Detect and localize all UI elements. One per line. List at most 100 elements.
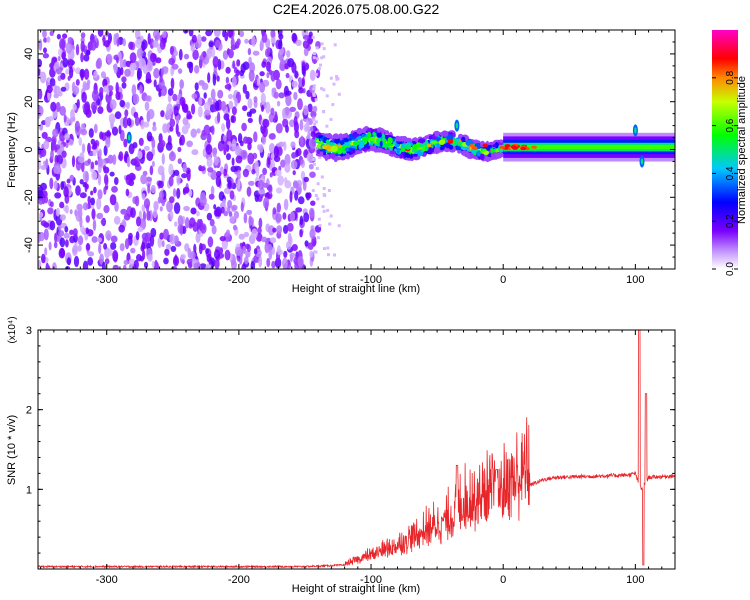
spectrogram-cell [62,33,68,39]
spectrogram-cell [47,90,51,101]
spectrogram-cell [286,222,294,232]
spectrogram-cell [134,116,140,127]
spectrogram-cell [201,82,209,91]
spectrogram-cell [109,247,113,257]
spectrogram-cell [210,169,217,181]
spectrogram-cell [168,151,176,162]
spectrogram-cell [262,125,268,138]
spectrogram-cell [188,61,194,74]
spectrogram-cell [64,133,70,141]
spectrogram-cell [60,86,67,92]
spectrogram-cell [247,98,253,109]
spectrogram-cell [424,135,430,139]
spectrogram-cell [297,196,305,205]
spectrogram-cell [352,141,360,146]
spectrogram-cell [190,128,197,138]
spectrogram-cell [120,67,124,76]
colorbar-tick-label: 0.0 [725,262,736,276]
spectrogram-cell [199,263,207,269]
spectrogram-cell [159,232,165,240]
spectrogram-cell [246,111,251,117]
spectrogram-cell [286,240,292,250]
spectrogram-cell [452,132,456,138]
spectrogram-cell [216,75,220,82]
spectrogram-cell [50,101,57,112]
spectrogram-cell [70,109,75,120]
spectrogram-cell [299,215,304,226]
spectrogram-cell [271,246,275,255]
spectrogram-cell [270,30,276,38]
spectrogram-cell [274,257,282,269]
spectrogram-cell [138,137,144,146]
spectrogram-cell [248,69,255,82]
chart-title: C2E4.2026.075.08.00.G22 [273,1,440,17]
spectrogram-cell [303,47,309,57]
spectrogram-cell [112,250,119,262]
spectrogram-cell [123,138,128,148]
spectrogram-cell [58,90,63,97]
spectrogram-cell [329,214,333,218]
spectrogram-cell [166,200,173,213]
spectrogram-cell [252,50,260,56]
spectrogram-cell [320,175,324,179]
spectrogram-cell [106,53,113,65]
spectrogram-cell [246,186,252,197]
spectrogram-cell [191,34,197,43]
spectrogram-cell [266,257,271,268]
spectrogram-cell [510,145,517,149]
spectrogram-cell [319,63,322,67]
spectrogram-cell [68,58,73,66]
spectrogram-cell [291,32,297,43]
spectrogram-cell [191,93,198,99]
spectrogram-cell [268,225,275,236]
spectrogram-cell [304,240,309,247]
spectrogram-cell [139,218,147,230]
spectrogram-cell [49,201,54,208]
spectrogram-cell [377,127,383,133]
spectrogram-cell [245,243,250,250]
spectrogram-cell [207,167,214,173]
spectrogram-cell [438,139,446,145]
spectrogram-cell [98,243,102,255]
spectrogram-cell [291,80,298,88]
spectrogram-cell [495,152,502,158]
spectrogram-cell [124,68,131,77]
spectrogram-cell [84,101,91,114]
spectrogram-cell [307,103,313,113]
spectrogram-cell [110,235,118,243]
spectrogram-cell [203,92,207,99]
spectrogram-cell [259,71,265,77]
spectrogram-cell [80,32,86,39]
spectrogram-cell [153,79,157,88]
spectrogram-cell [85,227,90,235]
spectrogram-cell [382,149,391,154]
spectrogram-cell [308,163,314,170]
spectrogram-cell [168,57,175,66]
spectrogram-cell [161,171,165,184]
spectrogram-cell [275,123,283,134]
spectrogram-cell [73,255,80,268]
spectrogram-cell [91,236,98,243]
spectrogram-cell [100,71,106,79]
spectrogram-cell [234,97,238,107]
spectrogram-cell [90,39,97,51]
spectrogram-cell [71,155,76,168]
spectrogram-cell [39,123,44,131]
spectrogram-cell [153,200,159,211]
spectrogram-cell [225,229,231,237]
spectrogram-cell [39,211,44,218]
spectrogram-cell [173,202,181,215]
spectrogram-cell [158,90,162,98]
spectrogram-cell [309,138,317,150]
spectrogram-cell [309,171,316,178]
spectrogram-cell [294,130,300,139]
spectrogram-cell [121,82,127,89]
spectrogram-cell [321,205,325,209]
spectrogram-cell [433,147,441,154]
spectrogram-cell [141,232,149,241]
spectrogram-cell [193,262,201,269]
colorbar-gradient [712,30,738,269]
spectrogram-cell [322,145,327,150]
spectrogram-cell [192,221,199,232]
